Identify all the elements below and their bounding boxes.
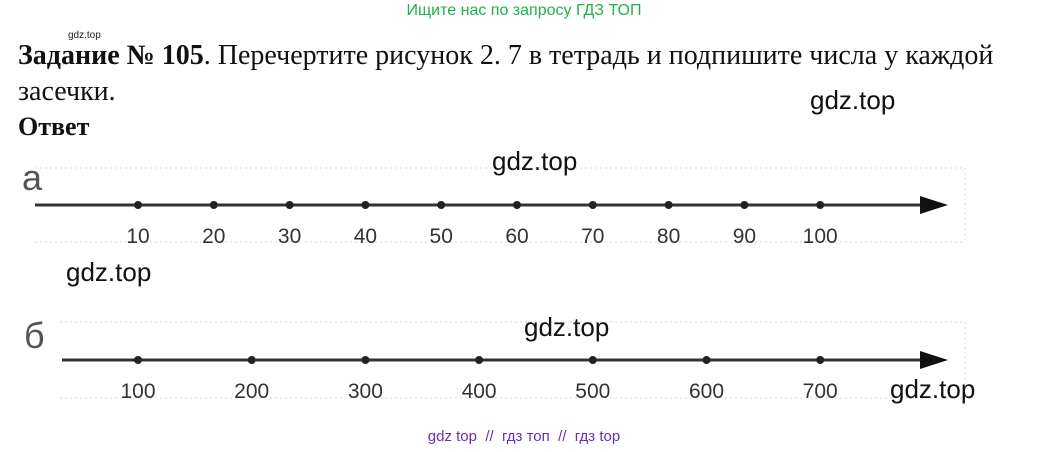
tick-label: 400: [462, 380, 497, 403]
tick-dot: [816, 201, 825, 209]
tick-dot: [361, 201, 370, 209]
tick-dot: [475, 356, 484, 364]
arrow: [920, 196, 948, 214]
task-label: Задание № 105: [18, 40, 204, 71]
tick-label: 50: [430, 225, 453, 248]
tick-label: 300: [348, 380, 383, 403]
tick-dot: [702, 356, 711, 364]
watermark: gdz.top: [66, 257, 151, 287]
watermark: gdz.top: [524, 312, 609, 342]
footer: gdz top // гдз топ // гдз top: [427, 428, 621, 445]
tick-dot: [361, 356, 370, 364]
tick-label: 30: [278, 225, 301, 248]
tick-label: 500: [575, 380, 610, 403]
tick-label: 100: [120, 380, 155, 403]
tick-label: 70: [581, 225, 604, 248]
tick-label: 600: [689, 380, 724, 403]
tick-label: 200: [234, 380, 269, 403]
tick-label: 100: [803, 225, 838, 248]
tick-dot: [513, 201, 521, 209]
tick-dot: [816, 356, 825, 364]
watermark: gdz.top: [890, 374, 975, 404]
figure: gdz.top gdz.top gdz.top gdz.top gdz.top …: [22, 85, 975, 404]
tick-label: 90: [733, 225, 756, 248]
tick-dot: [437, 201, 446, 209]
tick-dot: [209, 201, 218, 209]
tick-dot: [740, 201, 749, 209]
grid: [35, 167, 966, 399]
tick-dot: [588, 356, 597, 364]
tick-label: 20: [202, 225, 225, 248]
tick-label: 40: [354, 225, 377, 248]
tick-dot: [588, 201, 597, 209]
tick-label: 80: [657, 225, 680, 248]
task: Задание № 105. Перечертите рисунок 2. 7 …: [18, 38, 1038, 110]
answer-heading: Ответ: [18, 112, 90, 141]
line-label: а: [22, 157, 43, 198]
tick-dot: [134, 201, 142, 209]
watermark: gdz.top: [810, 85, 895, 115]
arrow: [920, 351, 948, 369]
line-label: б: [24, 315, 45, 356]
banner: Ищите нас по запросу ГДЗ ТОП: [406, 2, 642, 19]
small-watermark: gdz.top: [68, 30, 101, 41]
tick-dot: [134, 356, 142, 364]
tick-label: 10: [126, 225, 149, 248]
tick-label: 60: [505, 225, 528, 248]
tick-dot: [247, 356, 256, 364]
watermark: gdz.top: [492, 146, 577, 176]
tick-label: 700: [803, 380, 838, 403]
tick-dot: [285, 201, 294, 209]
task-text: . Перечертите рисунок 2. 7 в тетрадь и п…: [18, 40, 994, 107]
tick-dot: [664, 201, 673, 209]
